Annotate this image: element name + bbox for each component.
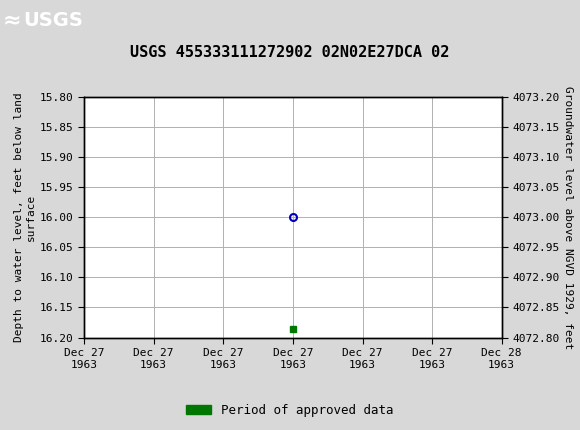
- Text: USGS: USGS: [23, 11, 83, 30]
- Y-axis label: Groundwater level above NGVD 1929, feet: Groundwater level above NGVD 1929, feet: [563, 86, 573, 349]
- Text: ≈: ≈: [3, 10, 21, 31]
- Text: USGS 455333111272902 02N02E27DCA 02: USGS 455333111272902 02N02E27DCA 02: [130, 45, 450, 60]
- Legend: Period of approved data: Period of approved data: [181, 399, 399, 421]
- Y-axis label: Depth to water level, feet below land
surface: Depth to water level, feet below land su…: [14, 92, 36, 342]
